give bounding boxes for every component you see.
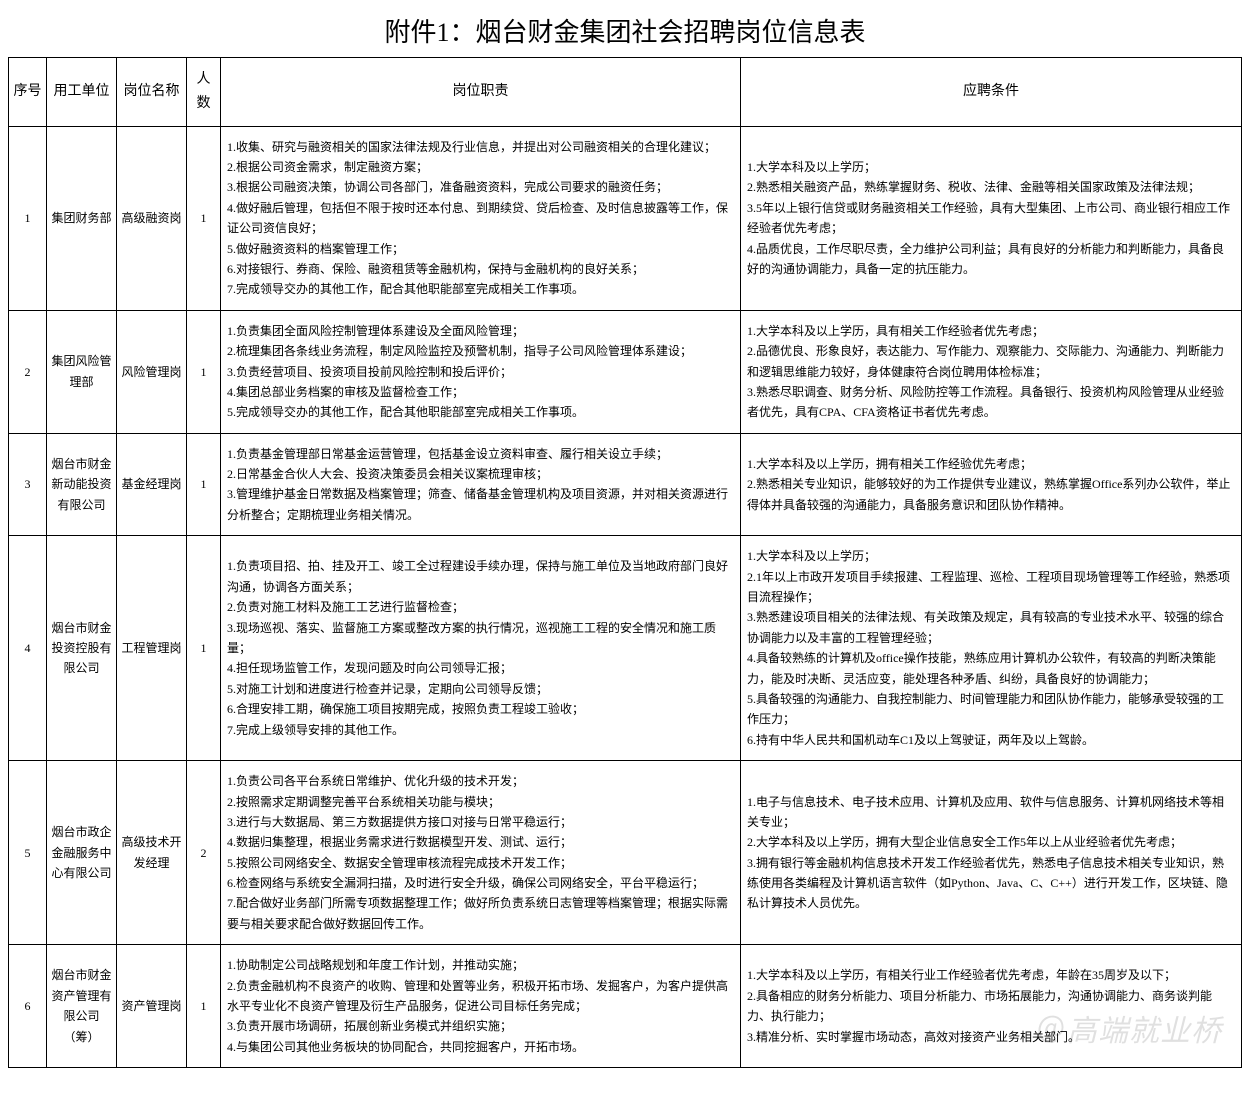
cell-job: 高级技术开发经理: [117, 761, 187, 945]
cell-num: 2: [187, 761, 221, 945]
col-seq: 序号: [9, 58, 47, 127]
cell-num: 1: [187, 536, 221, 761]
cell-job: 工程管理岗: [117, 536, 187, 761]
table-row: 6烟台市财金资产管理有限公司（筹）资产管理岗11.协助制定公司战略规划和年度工作…: [9, 945, 1242, 1068]
cell-duty: 1.负责项目招、拍、挂及开工、竣工全过程建设手续办理，保持与施工单位及当地政府部…: [221, 536, 741, 761]
table-row: 5烟台市政企金融服务中心有限公司高级技术开发经理21.负责公司各平台系统日常维护…: [9, 761, 1242, 945]
table-row: 4烟台市财金投资控股有限公司工程管理岗11.负责项目招、拍、挂及开工、竣工全过程…: [9, 536, 1242, 761]
col-unit: 用工单位: [47, 58, 117, 127]
cell-unit: 集团财务部: [47, 126, 117, 310]
cell-unit: 烟台市财金新动能投资有限公司: [47, 433, 117, 536]
cell-num: 1: [187, 433, 221, 536]
cell-job: 基金经理岗: [117, 433, 187, 536]
cell-seq: 6: [9, 945, 47, 1068]
cell-unit: 烟台市财金资产管理有限公司（筹）: [47, 945, 117, 1068]
cell-seq: 4: [9, 536, 47, 761]
cell-unit: 烟台市政企金融服务中心有限公司: [47, 761, 117, 945]
cell-req: 1.大学本科及以上学历，有相关行业工作经验者优先考虑，年龄在35周岁及以下；2.…: [741, 945, 1242, 1068]
col-job: 岗位名称: [117, 58, 187, 127]
cell-req: 1.大学本科及以上学历；2.熟悉相关融资产品，熟练掌握财务、税收、法律、金融等相…: [741, 126, 1242, 310]
table-header-row: 序号 用工单位 岗位名称 人数 岗位职责 应聘条件: [9, 58, 1242, 127]
cell-unit: 烟台市财金投资控股有限公司: [47, 536, 117, 761]
cell-req: 1.大学本科及以上学历，具有相关工作经验者优先考虑；2.品德优良、形象良好，表达…: [741, 310, 1242, 433]
table-row: 3烟台市财金新动能投资有限公司基金经理岗11.负责基金管理部日常基金运营管理，包…: [9, 433, 1242, 536]
cell-req: 1.电子与信息技术、电子技术应用、计算机及应用、软件与信息服务、计算机网络技术等…: [741, 761, 1242, 945]
col-num: 人数: [187, 58, 221, 127]
col-duty: 岗位职责: [221, 58, 741, 127]
col-req: 应聘条件: [741, 58, 1242, 127]
cell-duty: 1.负责基金管理部日常基金运营管理，包括基金设立资料审查、履行相关设立手续；2.…: [221, 433, 741, 536]
cell-unit: 集团风险管理部: [47, 310, 117, 433]
cell-duty: 1.收集、研究与融资相关的国家法律法规及行业信息，并提出对公司融资相关的合理化建…: [221, 126, 741, 310]
cell-seq: 1: [9, 126, 47, 310]
cell-duty: 1.负责公司各平台系统日常维护、优化升级的技术开发；2.按照需求定期调整完善平台…: [221, 761, 741, 945]
cell-seq: 3: [9, 433, 47, 536]
cell-job: 资产管理岗: [117, 945, 187, 1068]
cell-seq: 2: [9, 310, 47, 433]
table-row: 1集团财务部高级融资岗11.收集、研究与融资相关的国家法律法规及行业信息，并提出…: [9, 126, 1242, 310]
cell-duty: 1.协助制定公司战略规划和年度工作计划，并推动实施；2.负责金融机构不良资产的收…: [221, 945, 741, 1068]
cell-duty: 1.负责集团全面风险控制管理体系建设及全面风险管理；2.梳理集团各条线业务流程，…: [221, 310, 741, 433]
cell-num: 1: [187, 126, 221, 310]
cell-req: 1.大学本科及以上学历，拥有相关工作经验优先考虑；2.熟悉相关专业知识，能够较好…: [741, 433, 1242, 536]
cell-num: 1: [187, 310, 221, 433]
cell-req: 1.大学本科及以上学历；2.1年以上市政开发项目手续报建、工程监理、巡检、工程项…: [741, 536, 1242, 761]
cell-job: 风险管理岗: [117, 310, 187, 433]
cell-num: 1: [187, 945, 221, 1068]
table-row: 2集团风险管理部风险管理岗11.负责集团全面风险控制管理体系建设及全面风险管理；…: [9, 310, 1242, 433]
cell-seq: 5: [9, 761, 47, 945]
cell-job: 高级融资岗: [117, 126, 187, 310]
page-title: 附件1：烟台财金集团社会招聘岗位信息表: [0, 0, 1250, 57]
recruitment-table: 序号 用工单位 岗位名称 人数 岗位职责 应聘条件 1集团财务部高级融资岗11.…: [8, 57, 1242, 1068]
